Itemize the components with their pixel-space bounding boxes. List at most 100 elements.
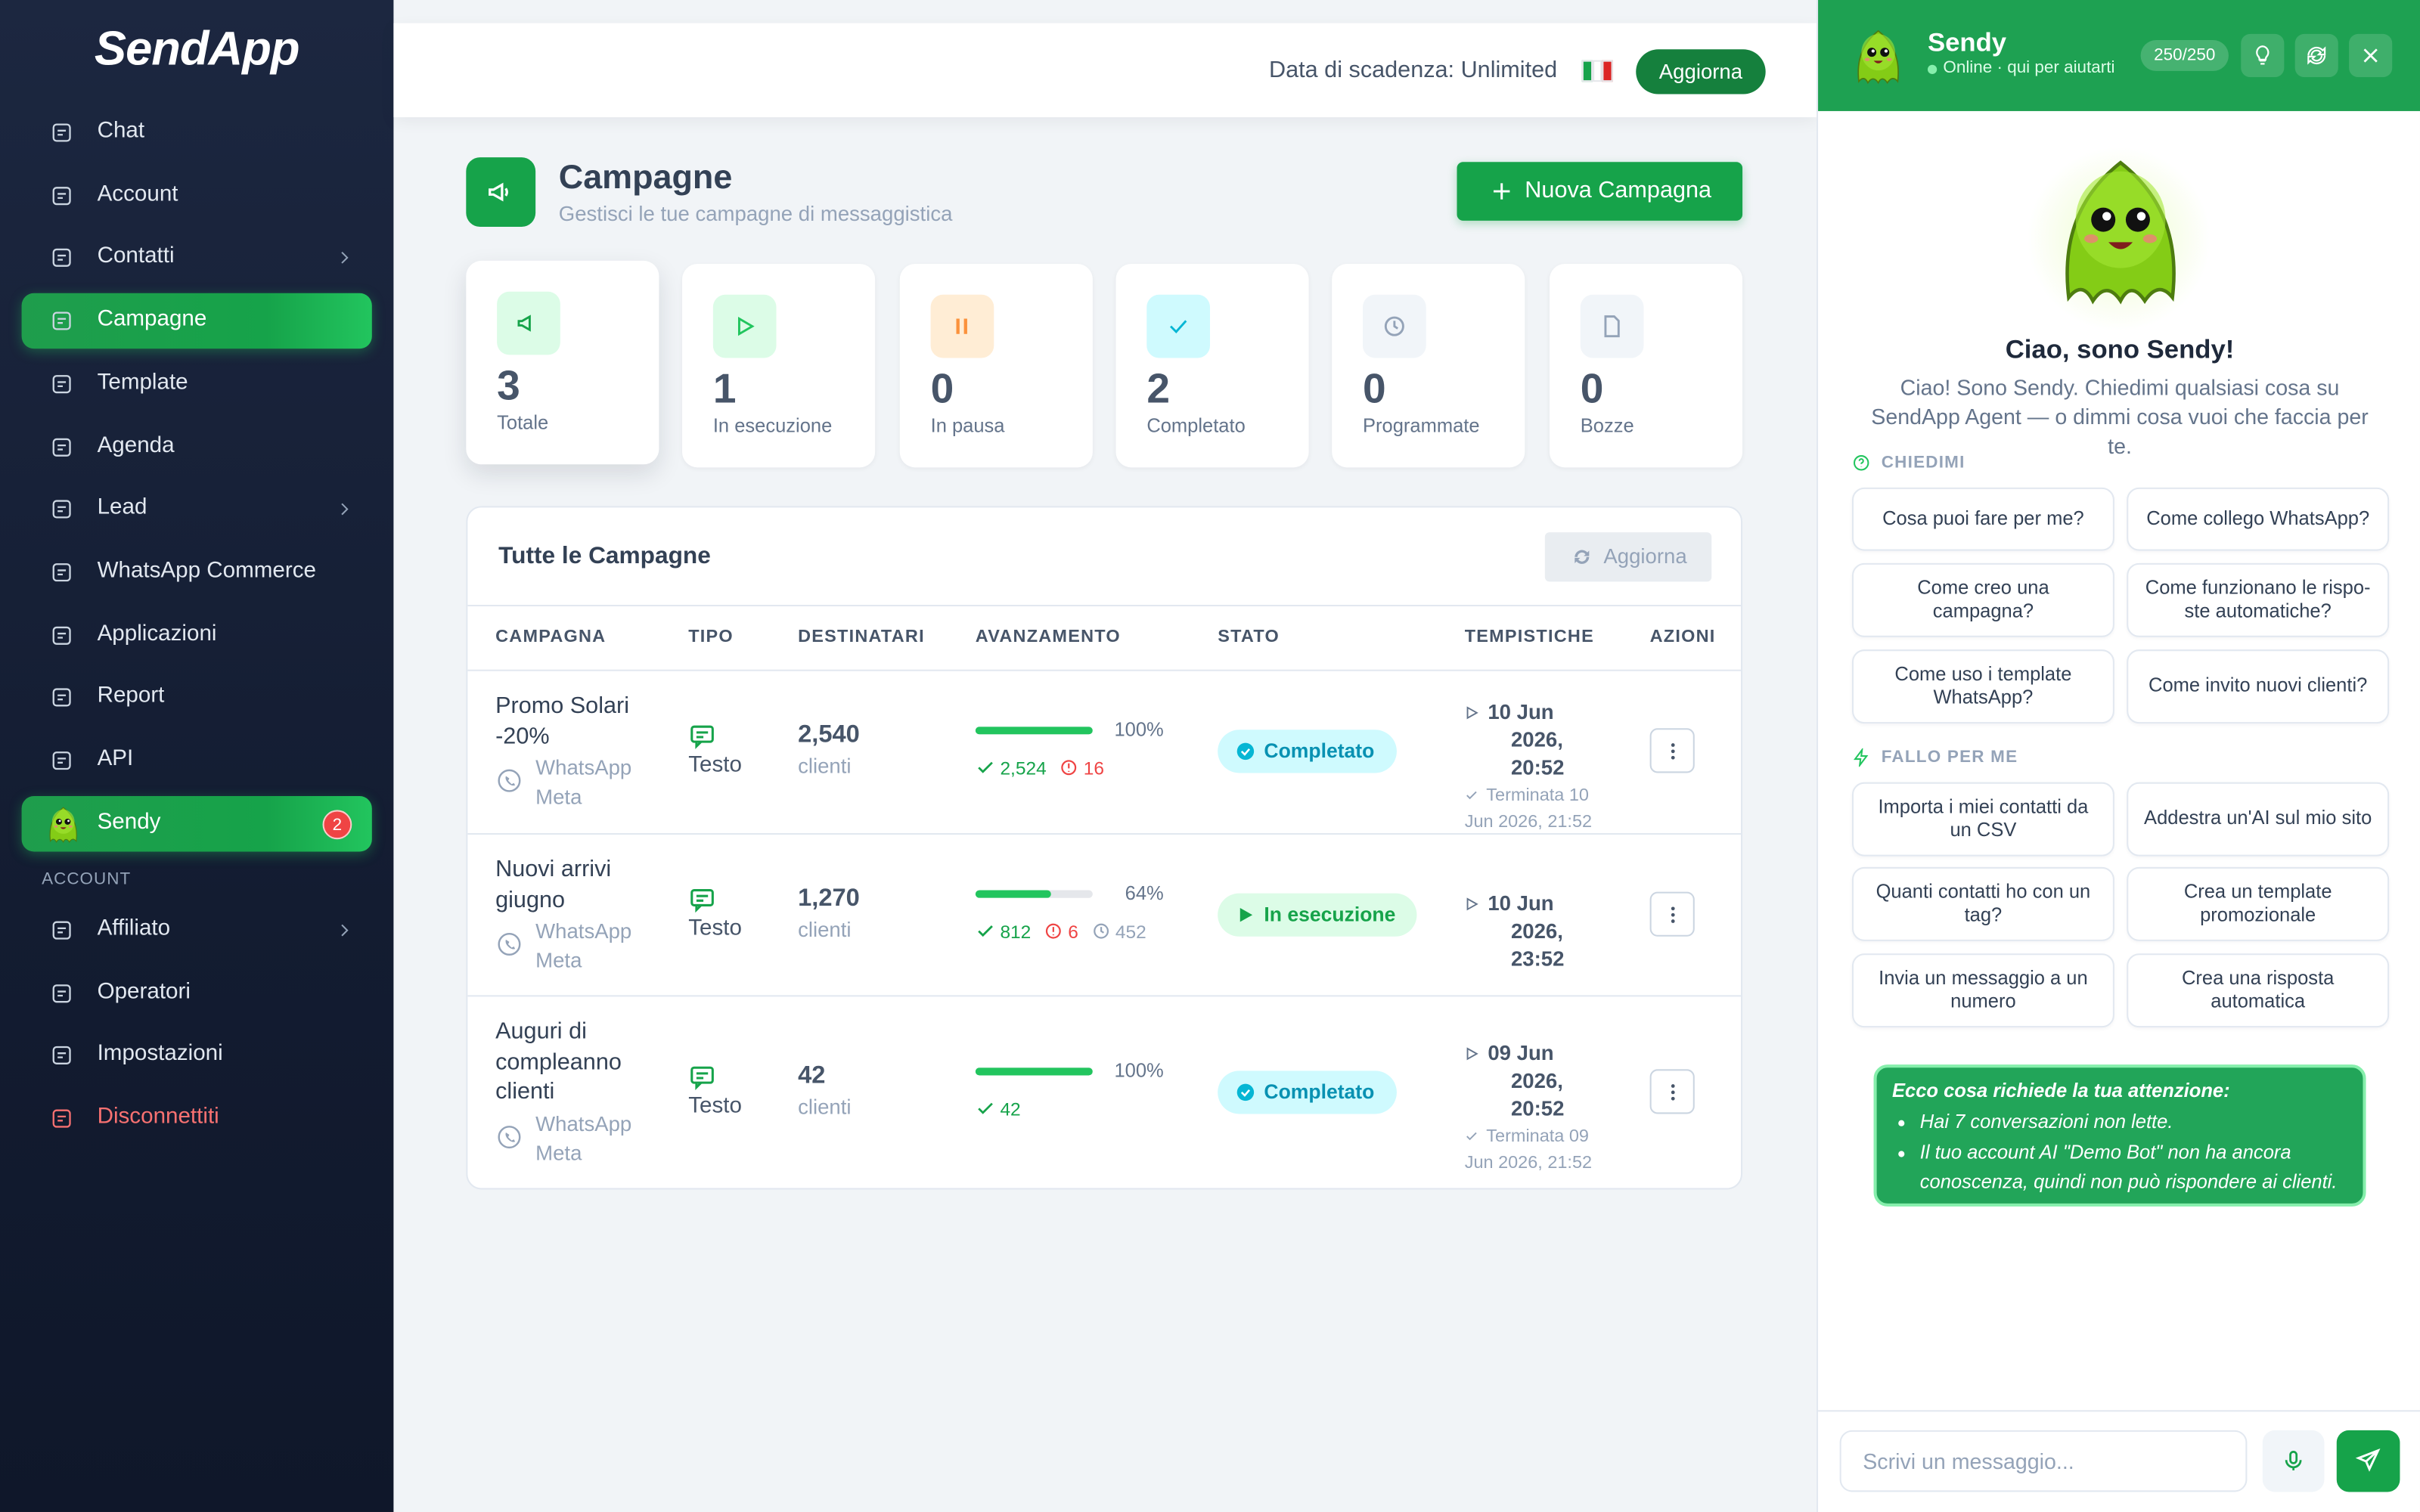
- channel-label: WhatsApp Meta: [535, 919, 632, 972]
- nav-item[interactable]: Lead: [22, 482, 372, 537]
- flag-stripe: [1592, 60, 1603, 82]
- stat-value: 3: [497, 362, 520, 409]
- mic-button[interactable]: [2262, 1430, 2325, 1492]
- actions-button[interactable]: [1649, 1069, 1695, 1114]
- suggestion-chip[interactable]: Come funzionano le rispo-ste automatiche…: [2127, 562, 2390, 637]
- nav-item[interactable]: Disconnettiti: [22, 1091, 372, 1146]
- type-icon: [690, 888, 714, 912]
- sendy-avatar: [49, 806, 77, 843]
- suggestion-chip[interactable]: Cosa puoi fare per me?: [1851, 487, 2114, 551]
- suggestion-chip[interactable]: Come collego WhatsApp?: [2127, 487, 2390, 551]
- send-icon: [2355, 1448, 2381, 1472]
- channel-label: WhatsApp Meta: [535, 755, 632, 809]
- column-header: TIPO: [688, 627, 734, 647]
- pending-count: 452: [1115, 920, 1146, 942]
- nav-item[interactable]: Contatti: [22, 231, 372, 286]
- campaign-cell: Auguri di compleanno clienti WhatsApp Met…: [495, 1017, 650, 1167]
- suggestion-chip[interactable]: Come uso i template WhatsApp?: [1851, 649, 2114, 724]
- stat-card: 0 Programmate: [1332, 263, 1525, 468]
- header-button[interactable]: [2349, 33, 2393, 78]
- suggestion-chip[interactable]: Invia un messaggio a un numero: [1851, 953, 2114, 1028]
- nav-item[interactable]: Campagne: [21, 293, 372, 349]
- progress-sent: 42: [976, 1098, 1021, 1120]
- header-button[interactable]: [2241, 33, 2285, 78]
- chip-label: Come uso i template WhatsApp?: [1894, 662, 2072, 708]
- chip-label: Crea un template promozionale: [2183, 880, 2332, 926]
- nav-item[interactable]: Impostazioni: [22, 1028, 372, 1083]
- intro: Ciao! Sono Sendy. Chiedimi qualsiasi cos…: [1871, 374, 2369, 459]
- nav-item[interactable]: Sendy 2: [21, 795, 372, 851]
- recipients-unit: clienti: [798, 1095, 852, 1119]
- column-header: DESTINATARI: [798, 627, 925, 647]
- stat-value: 0: [1363, 365, 1386, 412]
- progress-label: 64%: [1125, 881, 1164, 903]
- nav-icon: [52, 123, 71, 142]
- progress-failed: 16: [1059, 758, 1104, 779]
- sendy-avatar: [1857, 29, 1899, 85]
- progress-pending: 452: [1091, 920, 1146, 942]
- table-refresh-button[interactable]: Aggiorna: [1544, 532, 1712, 582]
- chip-label: Come creo una campagna?: [1917, 576, 2049, 622]
- new-campaign-button[interactable]: Nuova Campagna: [1457, 162, 1743, 221]
- chip-label: Come invito nuovi clienti?: [2149, 674, 2368, 696]
- message-input[interactable]: Scrivi un messaggio...: [1839, 1430, 2248, 1492]
- progress-stats: 812 6 452: [976, 920, 1146, 942]
- nav-label: Report: [97, 683, 165, 709]
- nav-item[interactable]: Report: [22, 670, 372, 725]
- start-time: 10 Jun 2026, 20:52: [1488, 700, 1565, 779]
- send-button[interactable]: [2336, 1430, 2400, 1492]
- assistant-panel: Sendy Online · qui per aiutarti 250/250 Cia…: [1817, 0, 2420, 1512]
- chevron: [341, 924, 349, 937]
- nav-label: Agenda: [97, 432, 175, 458]
- nav-icon: [52, 186, 71, 205]
- nav-icon: [52, 1109, 71, 1128]
- refresh-button[interactable]: Aggiorna: [1636, 49, 1766, 94]
- suggestion-chip[interactable]: Addestra un'AI sul mio sito: [2127, 782, 2390, 857]
- stat-label: Completato: [1146, 414, 1246, 437]
- flag: [1581, 60, 1613, 82]
- column-header: CAMPAGNA: [495, 627, 607, 647]
- start-icon: [1466, 1047, 1478, 1061]
- nav-item[interactable]: Chat: [22, 105, 372, 160]
- actions-button[interactable]: [1649, 891, 1695, 936]
- campaign-cell: Promo Solari -20% WhatsApp Meta: [495, 691, 650, 811]
- nav-item[interactable]: Account: [22, 168, 372, 223]
- channel-label: WhatsApp Meta: [535, 1111, 632, 1164]
- stat-label: In pausa: [930, 414, 1005, 437]
- sent-icon: [978, 761, 993, 773]
- suggestion-chip[interactable]: Come invito nuovi clienti?: [2127, 649, 2390, 724]
- stat-card: 0 Bozze: [1549, 263, 1743, 468]
- stat-card: 3 Totale: [466, 260, 659, 465]
- nav-item[interactable]: Affiliato: [22, 903, 372, 958]
- failed-count: 16: [1083, 758, 1104, 779]
- whatsapp-icon: [498, 769, 521, 792]
- suggestion-chip[interactable]: Importa i miei contatti da un CSV: [1851, 782, 2114, 857]
- nav-icon: [52, 984, 71, 1002]
- start-time: 10 Jun 2026, 23:52: [1488, 891, 1565, 970]
- nav-item[interactable]: Agenda: [22, 419, 372, 474]
- timing: 10 Jun 2026, 20:52 Terminata 10 Jun 2026,…: [1465, 699, 1607, 835]
- suggestion-chip[interactable]: Crea un template promozionale: [2127, 866, 2390, 941]
- stat-value: 0: [1580, 365, 1604, 412]
- nav-item[interactable]: WhatsApp Commerce: [22, 544, 372, 600]
- progress-label: 100%: [1114, 1060, 1164, 1082]
- nav-item[interactable]: Applicazioni: [22, 607, 372, 662]
- nav-label: Affiliato: [97, 916, 171, 941]
- suggestion-chip[interactable]: Crea una risposta automatica: [2127, 953, 2390, 1028]
- nav-item[interactable]: API: [22, 733, 372, 788]
- suggestion-chip[interactable]: Quanti contatti ho con un tag?: [1851, 866, 2114, 941]
- megaphone: [489, 182, 508, 202]
- nav-item[interactable]: Template: [22, 356, 372, 411]
- suggestion-chip[interactable]: Come creo una campagna?: [1851, 562, 2114, 637]
- header-button[interactable]: [2294, 33, 2338, 78]
- chevron: [341, 252, 349, 265]
- stat-icon: [1363, 294, 1426, 358]
- nav-label: WhatsApp Commerce: [97, 558, 317, 584]
- campaign-name: Promo Solari -20%: [495, 692, 630, 749]
- actions-button[interactable]: [1649, 728, 1695, 773]
- whatsapp-icon: [498, 932, 521, 956]
- nav-item[interactable]: Operatori: [22, 965, 372, 1021]
